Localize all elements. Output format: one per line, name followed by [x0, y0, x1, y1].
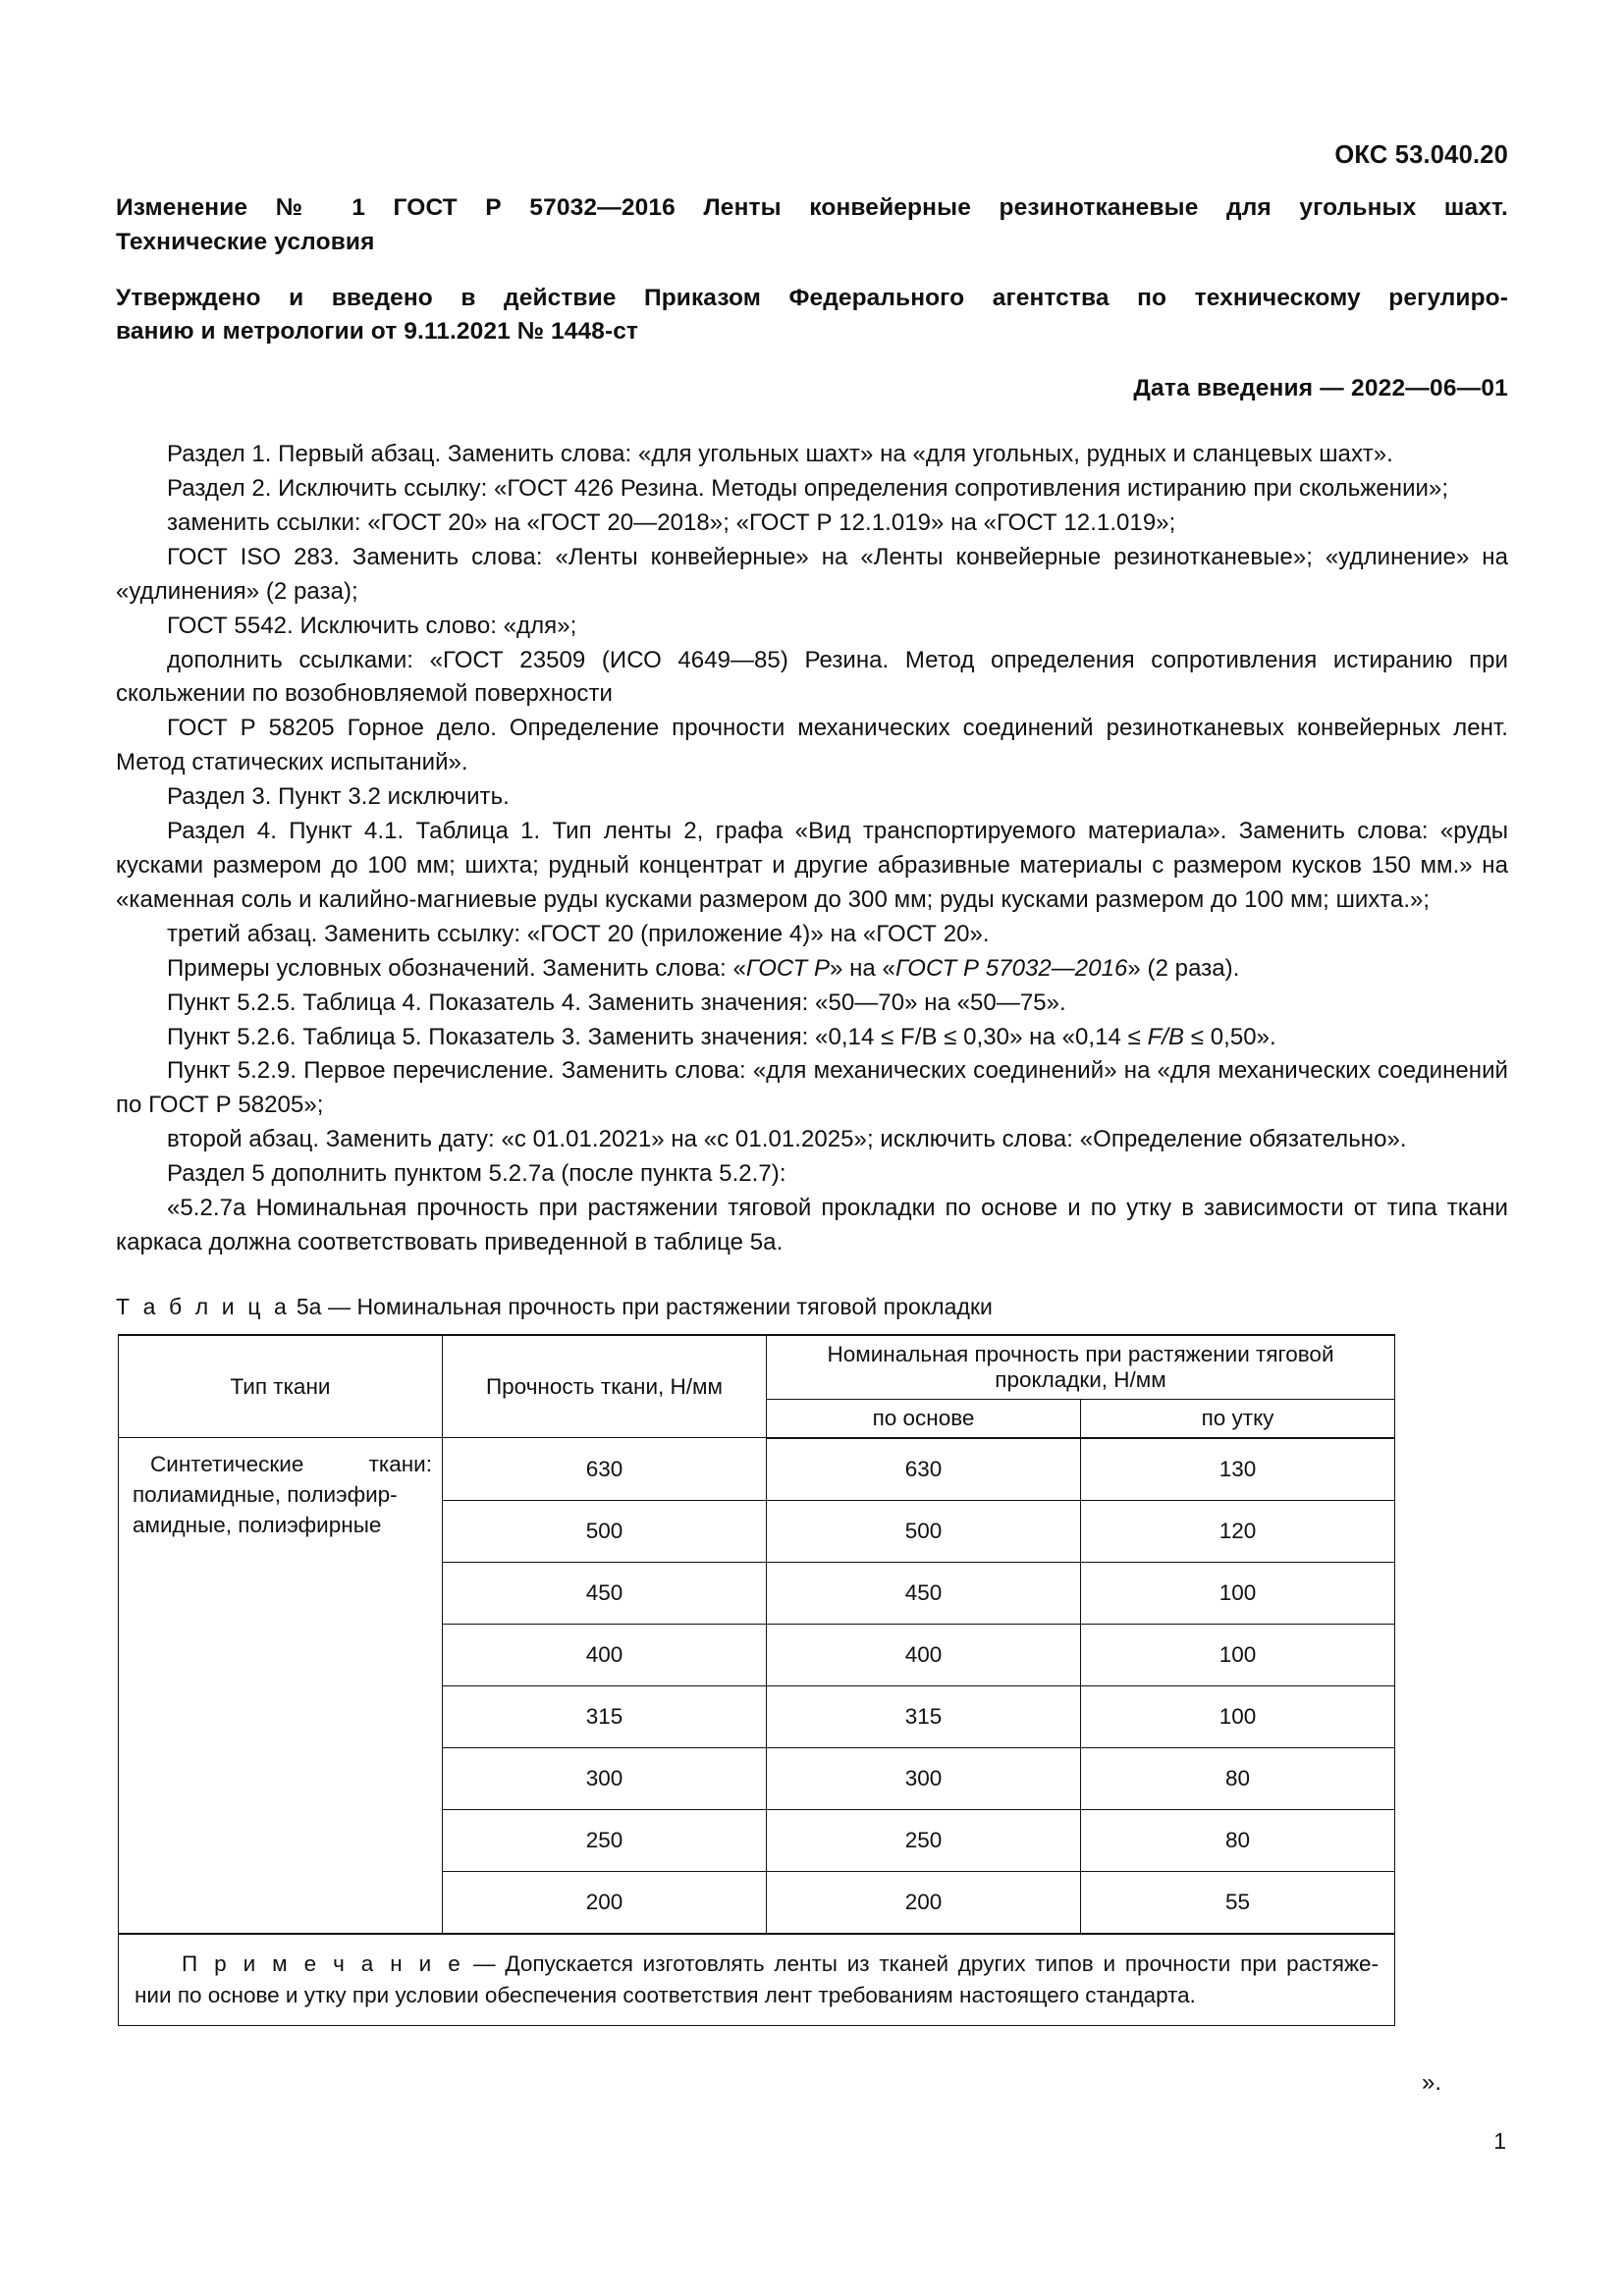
examples-italic-1: ГОСТ Р	[745, 954, 831, 982]
item526-italic-fb: F/B	[1147, 1023, 1185, 1050]
table-header-row-1: Тип ткани Прочность ткани, Н/мм Номиналь…	[118, 1333, 1395, 1439]
table-caption-number: 5а	[296, 1293, 322, 1319]
cell-weft: 100	[1080, 1561, 1395, 1625]
paragraph-examples: Примеры условных обозначений. Заменить с…	[116, 952, 1508, 987]
paragraph-second-abzac: второй абзац. Заменить дату: «с 01.01.20…	[167, 1126, 1407, 1153]
cell-warp: 500	[766, 1499, 1081, 1563]
table-note-line1: П р и м е ч а н и е — Допускается изгото…	[135, 1949, 1379, 1980]
item526-text-a: Пункт 5.2.6. Таблица 5. Показатель 3. За…	[167, 1023, 1148, 1050]
paragraph-add-refs: дополнить ссылками: «ГОСТ 23509 (ИСО 464…	[116, 646, 1508, 708]
table-header-row-2: по основе по утку	[119, 1398, 1395, 1439]
table-5a: Тип ткани Прочность ткани, Н/мм Номиналь…	[118, 1333, 1395, 2026]
paragraph-gost-5542: ГОСТ 5542. Исключить слово: «для»;	[167, 612, 577, 639]
table-note: П р и м е ч а н и е — Допускается изгото…	[118, 1932, 1395, 2026]
paragraph-third-abzac: третий абзац. Заменить ссылку: «ГОСТ 20 …	[167, 920, 990, 947]
table-row: 200 200 55	[119, 1870, 1395, 1935]
document-title: Изменение № 1 ГОСТ Р 57032—2016 Ленты ко…	[116, 191, 1508, 260]
paragraph-item-5-2-6: Пункт 5.2.6. Таблица 5. Показатель 3. За…	[116, 1021, 1508, 1055]
examples-text-a: Примеры условных обозначений. Заменить с…	[167, 954, 746, 982]
header-cell-fabric-type: Тип ткани	[118, 1333, 443, 1439]
cell-strength: 250	[442, 1808, 767, 1872]
cell-strength: 500	[442, 1499, 767, 1563]
table-caption-label: Т а б л и ц а	[116, 1293, 291, 1319]
cell-warp: 250	[766, 1808, 1081, 1872]
item526-text-b: ≤ 0,50».	[1184, 1023, 1276, 1050]
oks-code: ОКС 53.040.20	[1334, 141, 1508, 169]
cell-strength: 630	[442, 1437, 767, 1501]
approval-statement: Утверждено и введено в действие Приказом…	[116, 282, 1508, 350]
table-caption-text: — Номинальная прочность при растяжении т…	[327, 1293, 993, 1319]
document-content: Изменение № 1 ГОСТ Р 57032—2016 Ленты ко…	[116, 191, 1508, 2026]
table-note-row: П р и м е ч а н и е — Допускается изгото…	[118, 1932, 1395, 2026]
cell-warp: 200	[766, 1870, 1081, 1935]
examples-text-b: » на «	[830, 954, 895, 982]
cell-warp: 315	[766, 1684, 1081, 1748]
paragraph-item-5-2-7a: «5.2.7а Номинальная прочность при растяж…	[116, 1195, 1508, 1255]
table-note-line2: нии по основе и утку при условии обеспеч…	[135, 1982, 1196, 2007]
cell-weft: 130	[1080, 1437, 1395, 1501]
table-row: 300 300 80	[119, 1746, 1395, 1810]
document-title-line1: Изменение № 1 ГОСТ Р 57032—2016 Ленты ко…	[116, 194, 1508, 221]
cell-strength: 400	[442, 1623, 767, 1686]
cell-warp: 400	[766, 1623, 1081, 1686]
paragraph-section3: Раздел 3. Пункт 3.2 исключить.	[167, 783, 510, 811]
header-cell-nominal-strength-group: Номинальная прочность при растяжении тяг…	[766, 1333, 1395, 1400]
table-note-label: П р и м е ч а н и е	[182, 1950, 464, 1976]
fabric-type-line1: Синтетические ткани:	[150, 1452, 432, 1477]
cell-fabric-type-synthetic: Синтетические ткани: полиамидные, полиэф…	[118, 1437, 443, 1935]
table-row: Синтетические ткани: полиамидные, полиэф…	[118, 1437, 1395, 1935]
paragraph-section4: Раздел 4. Пункт 4.1. Таблица 1. Тип лент…	[116, 818, 1508, 913]
table-row: 400 400 100	[119, 1623, 1395, 1686]
paragraph-replace-refs: заменить ссылки: «ГОСТ 20» на «ГОСТ 20—2…	[167, 508, 1176, 536]
paragraph-section2: Раздел 2. Исключить ссылку: «ГОСТ 426 Ре…	[167, 475, 1449, 503]
cell-weft: 80	[1080, 1746, 1395, 1810]
cell-weft: 80	[1080, 1808, 1395, 1872]
cell-weft: 55	[1080, 1870, 1395, 1935]
table-caption: Т а б л и ц а 5а — Номинальная прочность…	[116, 1294, 1508, 1320]
table-row: 315 315 100	[119, 1684, 1395, 1748]
body-text: Раздел 1. Первый абзац. Заменить слова: …	[116, 438, 1508, 1260]
header-cell-warp: по основе	[766, 1398, 1081, 1439]
cell-warp: 450	[766, 1561, 1081, 1625]
paragraph-item-5-2-5: Пункт 5.2.5. Таблица 4. Показатель 4. За…	[167, 988, 1066, 1016]
cell-strength: 200	[442, 1870, 767, 1935]
document-title-line2: Технические условия	[116, 228, 375, 255]
effective-date: Дата введения — 2022—06—01	[1133, 375, 1508, 402]
closing-quote: ».	[1422, 2069, 1442, 2096]
header-cell-weft: по утку	[1080, 1398, 1395, 1439]
cell-strength: 300	[442, 1746, 767, 1810]
cell-weft: 120	[1080, 1499, 1395, 1563]
approval-line1: Утверждено и введено в действие Приказом…	[116, 284, 1508, 311]
examples-text-c: » (2 раза).	[1127, 954, 1240, 982]
paragraph-gost-58205: ГОСТ Р 58205 Горное дело. Определение пр…	[116, 715, 1508, 776]
cell-strength: 450	[442, 1561, 767, 1625]
cell-weft: 100	[1080, 1684, 1395, 1748]
paragraph-section5-add: Раздел 5 дополнить пунктом 5.2.7а (после…	[167, 1160, 786, 1188]
approval-line2: ванию и метрологии от 9.11.2021 № 1448-с…	[116, 318, 639, 346]
cell-strength: 315	[442, 1684, 767, 1748]
fabric-type-line2: полиамидные, полиэфир-	[133, 1481, 398, 1507]
table-note-text1: — Допускается изготовлять ленты из ткане…	[473, 1950, 1380, 1976]
cell-warp: 300	[766, 1746, 1081, 1810]
fabric-type-line3: амидные, полиэфирные	[133, 1512, 382, 1537]
table-row: 250 250 80	[119, 1808, 1395, 1872]
paragraph-gost-iso-283: ГОСТ ISO 283. Заменить слова: «Ленты кон…	[116, 543, 1508, 605]
header-cell-fabric-strength: Прочность ткани, Н/мм	[442, 1333, 767, 1439]
examples-italic-2: ГОСТ Р 57032—2016	[894, 954, 1128, 982]
cell-warp: 630	[766, 1437, 1081, 1501]
paragraph-section1: Раздел 1. Первый абзац. Заменить слова: …	[167, 441, 1393, 468]
cell-weft: 100	[1080, 1623, 1395, 1686]
paragraph-item-5-2-9: Пункт 5.2.9. Первое перечисление. Замени…	[116, 1057, 1508, 1119]
page-number: 1	[1493, 2128, 1506, 2154]
